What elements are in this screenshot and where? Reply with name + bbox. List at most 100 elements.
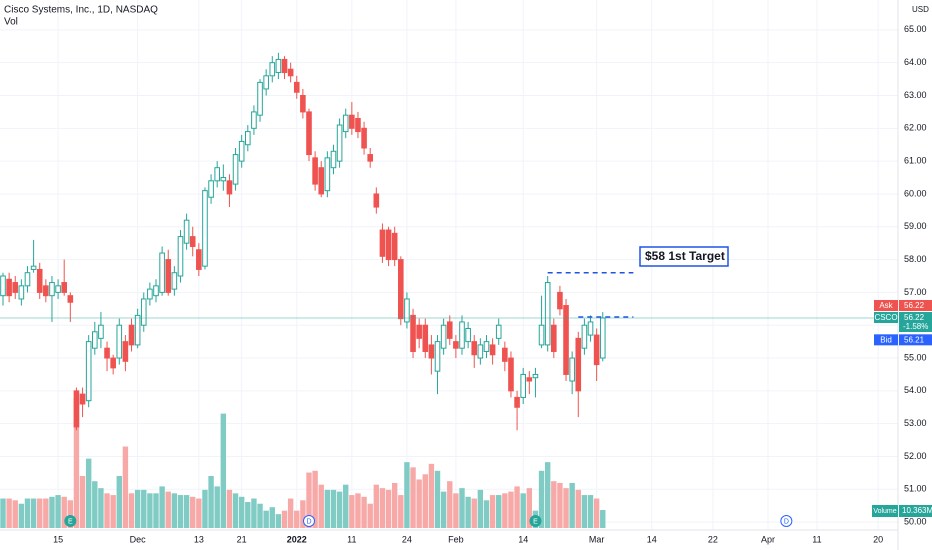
candle-body [410,314,416,352]
candle-body [428,344,435,359]
candle-body [183,219,190,244]
candle-body [300,94,306,113]
candle-body [526,377,533,382]
volume-value-box [899,505,932,517]
candle-body [122,341,129,362]
volume-value: 10.363M [902,506,932,515]
candle-body [385,229,392,261]
candle-body [24,272,31,287]
event-label: E [533,518,538,525]
candle-body [520,373,527,398]
x-tick-label: 14 [647,534,657,544]
candle-body [85,341,92,402]
symbol-box [874,312,898,323]
candle-body [342,114,349,133]
volume-bar [30,498,37,528]
x-tick-label: Dec [130,534,147,544]
x-tick-label: 22 [708,534,718,544]
candle-body [557,291,563,310]
volume-bar [538,470,545,528]
annotation-text: $58 1st Target [645,249,725,263]
volume-bar [49,496,55,528]
candle-body [349,114,355,129]
candle-body [12,282,19,293]
bid-box [874,334,898,346]
volume-bar [122,446,129,528]
volume-bar [465,496,471,528]
x-tick-label: 2022 [287,534,307,544]
ask-value-box [899,300,932,311]
volume-bar [116,476,122,528]
candle-body [569,357,575,382]
x-tick-label: 14 [518,534,528,544]
candle-body [61,282,68,293]
event-marker [529,515,542,527]
candle-body [477,344,484,359]
x-tick-label: Mar [589,534,605,544]
volume-bar [379,488,386,528]
volume-bar [422,474,428,528]
volume-bar [600,510,606,528]
candle-body [434,341,441,372]
candle-body [226,180,233,195]
candle-body [251,111,257,129]
candle-body [581,324,588,349]
grid [0,0,898,530]
y-tick-label: 53.00 [904,418,927,428]
y-tick-label: 54.00 [904,385,927,395]
candle-body [551,324,557,352]
y-tick-label: 63.00 [904,90,927,100]
candle-body [330,150,337,169]
volume-bar [177,495,184,528]
bid-name: Bid [880,335,892,344]
candle-body [104,347,110,359]
candle-body [208,180,214,198]
candle-body [79,393,86,405]
volume-bar [544,462,551,528]
candle-body [336,124,343,162]
x-tick-label: 13 [194,534,204,544]
volume-bar [514,486,520,528]
candle-body [318,167,325,195]
volume-bar [367,503,373,528]
volume-bar [220,413,227,528]
candle-body [293,81,300,93]
volume-bar [79,476,86,528]
candle-body [0,275,6,297]
volume-bar [343,484,349,528]
candle-body [134,314,141,346]
candle-body [306,111,312,156]
y-tick-label: 50.00 [904,516,927,526]
last-box [899,312,932,332]
volume-bar [373,484,380,528]
y-tick-label: 64.00 [904,57,927,67]
candle-body [440,324,447,349]
x-tick-label: 11 [812,534,821,544]
candle-body [471,341,478,356]
y-tick-label: 57.00 [904,287,927,297]
candle-body [416,324,422,339]
volume-bar [190,496,196,528]
volume-bar [18,503,25,528]
x-tick-label: 11 [347,534,356,544]
volume-bar [92,481,98,528]
volume-bar [208,476,214,528]
bid-value-box [899,334,932,346]
ask-box [874,300,898,311]
volume-bar [428,463,435,528]
volume-bar [226,489,233,528]
volume-bar [245,502,251,528]
volume-bar [153,493,159,528]
volume-bar [214,486,220,528]
x-tick-label: 24 [402,534,412,544]
volume-bar [496,495,502,528]
volume-bar [416,479,422,528]
candle-body [502,347,508,362]
candle-body [30,265,37,270]
candle-body [587,321,594,336]
volume-bar [330,489,337,528]
ask-name: Ask [879,301,893,310]
